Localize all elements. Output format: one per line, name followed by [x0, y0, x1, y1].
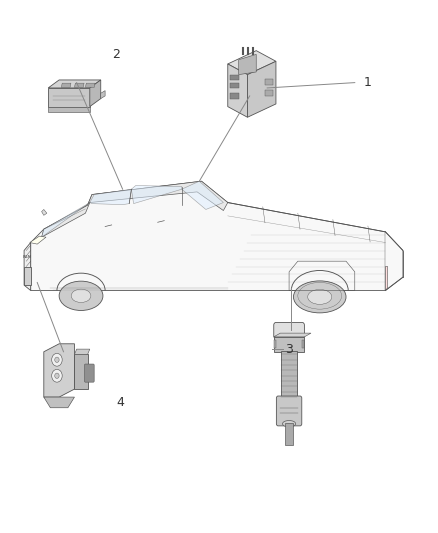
Bar	[230, 83, 239, 88]
Polygon shape	[44, 397, 74, 408]
Text: RAM: RAM	[23, 255, 32, 259]
Text: 1: 1	[364, 76, 371, 89]
Text: 3: 3	[285, 343, 293, 356]
Polygon shape	[74, 354, 88, 389]
Polygon shape	[42, 203, 90, 237]
Ellipse shape	[71, 289, 91, 303]
Polygon shape	[90, 189, 131, 205]
Bar	[285, 423, 293, 445]
Polygon shape	[239, 54, 256, 75]
Ellipse shape	[59, 281, 103, 310]
Polygon shape	[74, 349, 90, 354]
Bar	[230, 93, 239, 99]
Polygon shape	[85, 83, 95, 87]
Text: 4: 4	[116, 396, 124, 409]
Polygon shape	[42, 209, 47, 215]
Bar	[274, 340, 276, 348]
Polygon shape	[48, 80, 101, 88]
FancyBboxPatch shape	[274, 322, 304, 338]
Circle shape	[52, 353, 62, 366]
Polygon shape	[228, 51, 276, 75]
Circle shape	[55, 373, 59, 378]
Polygon shape	[42, 181, 228, 237]
Polygon shape	[182, 181, 223, 209]
Bar	[281, 351, 297, 400]
FancyBboxPatch shape	[85, 364, 94, 382]
Bar	[265, 79, 273, 85]
FancyBboxPatch shape	[276, 396, 302, 426]
Ellipse shape	[293, 281, 346, 313]
Circle shape	[55, 357, 59, 362]
Polygon shape	[30, 236, 46, 244]
Polygon shape	[48, 107, 90, 112]
Polygon shape	[44, 344, 74, 397]
Bar	[265, 90, 273, 96]
Polygon shape	[31, 181, 403, 290]
Polygon shape	[228, 64, 247, 117]
Polygon shape	[74, 83, 84, 87]
Polygon shape	[24, 266, 31, 285]
Polygon shape	[101, 91, 105, 99]
Polygon shape	[24, 243, 31, 290]
Polygon shape	[276, 330, 302, 338]
Polygon shape	[247, 61, 276, 117]
Polygon shape	[90, 80, 101, 107]
Circle shape	[52, 369, 62, 382]
Polygon shape	[274, 337, 304, 352]
Text: 2: 2	[112, 48, 120, 61]
Ellipse shape	[307, 289, 332, 304]
Ellipse shape	[283, 421, 296, 427]
Polygon shape	[385, 266, 388, 290]
Bar	[302, 340, 304, 348]
Polygon shape	[274, 333, 311, 337]
Polygon shape	[48, 88, 90, 107]
Polygon shape	[131, 185, 182, 204]
Bar	[230, 75, 239, 80]
Polygon shape	[61, 83, 71, 87]
